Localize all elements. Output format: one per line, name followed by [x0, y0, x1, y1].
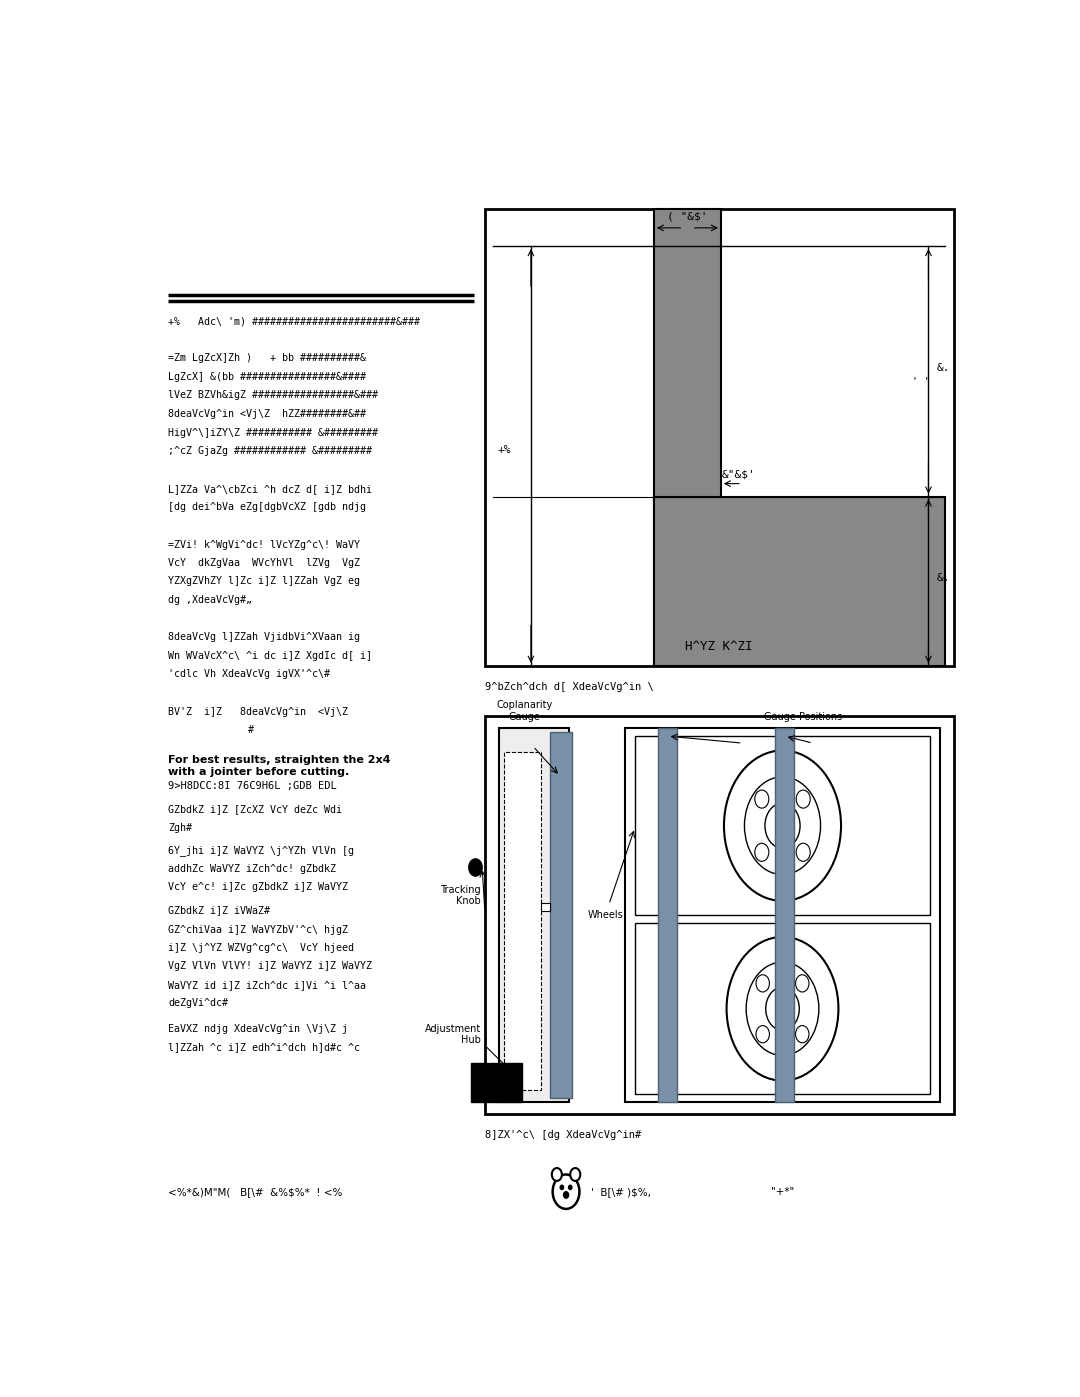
Text: =Zm LgZcX]Zh )   + bb ##########&: =Zm LgZcX]Zh ) + bb ##########&	[168, 352, 366, 363]
Text: VcY e^c! i]Zc gZbdkZ i]Z WaVYZ: VcY e^c! i]Zc gZbdkZ i]Z WaVYZ	[168, 882, 349, 891]
Bar	[653, 496, 945, 666]
Circle shape	[755, 844, 769, 862]
Text: ;^cZ GjaZg ############ &#########: ;^cZ GjaZg ############ &#########	[168, 446, 373, 457]
Text: <%*&)M"M(   B[\#  &%$%*  ! <%: <%*&)M"M( B[\# &%$%* ! <%	[168, 1186, 342, 1197]
Text: LgZcX] &(bb ################&####: LgZcX] &(bb ################&####	[168, 372, 366, 381]
Circle shape	[796, 844, 810, 862]
Circle shape	[746, 963, 819, 1056]
Text: Adjustment
Hub: Adjustment Hub	[424, 1024, 481, 1045]
Circle shape	[727, 937, 838, 1081]
Text: &"&$': &"&$'	[721, 469, 756, 479]
Text: GZbdkZ i]Z [ZcXZ VcY deZc Wdi: GZbdkZ i]Z [ZcXZ VcY deZc Wdi	[168, 805, 342, 814]
Text: BV'Z  i]Z   8deaVcVg^in  <Vj\Z: BV'Z i]Z 8deaVcVg^in <Vj\Z	[168, 707, 349, 717]
Text: &.: &.	[936, 363, 950, 373]
Circle shape	[796, 791, 810, 807]
Text: "+*": "+*"	[771, 1186, 795, 1197]
Text: i]Z \j^YZ WZVg^cg^c\  VcY hjeed: i]Z \j^YZ WZVg^cg^c\ VcY hjeed	[168, 943, 354, 953]
Bar	[551, 732, 571, 1098]
Bar	[541, 902, 551, 911]
Bar	[485, 717, 954, 1115]
Text: 8deaVcVg^in <Vj\Z  hZZ########&##: 8deaVcVg^in <Vj\Z hZZ########&##	[168, 408, 366, 419]
Text: [dg dei^bVa eZg[dgbVcXZ [gdb ndjg: [dg dei^bVa eZg[dgbVcXZ [gdb ndjg	[168, 502, 366, 513]
Bar	[775, 728, 794, 1102]
Text: 9>H8DCC:8I 76C9H6L ;GDB EDL: 9>H8DCC:8I 76C9H6L ;GDB EDL	[168, 781, 337, 791]
Text: HigV^\]iZY\Z ########### &#########: HigV^\]iZY\Z ########### &#########	[168, 427, 378, 437]
Text: +%   Adc\ 'm) ########################&###: +% Adc\ 'm) ########################&###	[168, 316, 420, 326]
Text: VcY  dkZgVaa  WVcYhVl  lZVg  VgZ: VcY dkZgVaa WVcYhVl lZVg VgZ	[168, 559, 361, 569]
Text: 9^bZch^dch d[ XdeaVcVg^in \: 9^bZch^dch d[ XdeaVcVg^in \	[485, 682, 653, 692]
Circle shape	[796, 975, 809, 992]
Circle shape	[744, 777, 821, 875]
Circle shape	[765, 803, 800, 848]
Text: #: #	[248, 725, 254, 735]
Text: lVeZ BZVh&igZ #################&###: lVeZ BZVh&igZ #################&###	[168, 390, 378, 401]
Text: Wn WVaVcX^c\ ^i dc i]Z XgdIc d[ i]: Wn WVaVcX^c\ ^i dc i]Z XgdIc d[ i]	[168, 651, 373, 661]
Bar	[471, 1063, 523, 1102]
Text: '  B[\# )$%,: ' B[\# )$%,	[591, 1186, 651, 1197]
Text: H^YZ K^ZI: H^YZ K^ZI	[686, 640, 753, 652]
Bar	[503, 752, 541, 1091]
Text: EaVXZ ndjg XdeaVcVg^in \Vj\Z j: EaVXZ ndjg XdeaVcVg^in \Vj\Z j	[168, 1024, 349, 1034]
Text: WaVYZ id i]Z iZch^dc i]Vi ^i l^aa: WaVYZ id i]Z iZch^dc i]Vi ^i l^aa	[168, 979, 366, 990]
Bar	[625, 728, 940, 1102]
Text: ( "&$': ( "&$'	[667, 212, 707, 222]
Text: 6Y_jhi i]Z WaVYZ \j^YZh VlVn [g: 6Y_jhi i]Z WaVYZ \j^YZh VlVn [g	[168, 845, 354, 856]
Bar	[653, 208, 720, 666]
Text: VgZ VlVn VlVY! i]Z WaVYZ i]Z WaVYZ: VgZ VlVn VlVY! i]Z WaVYZ i]Z WaVYZ	[168, 961, 373, 971]
Bar	[499, 728, 569, 1102]
Circle shape	[568, 1185, 572, 1190]
Text: Wheels: Wheels	[588, 911, 624, 921]
Circle shape	[724, 750, 841, 901]
Text: l]ZZah ^c i]Z edh^i^dch h]d#c ^c: l]ZZah ^c i]Z edh^i^dch h]d#c ^c	[168, 1042, 361, 1052]
Bar	[635, 736, 930, 915]
Circle shape	[561, 1185, 564, 1190]
Text: YZXgZVhZY l]Zc i]Z l]ZZah VgZ eg: YZXgZVhZY l]Zc i]Z l]ZZah VgZ eg	[168, 577, 361, 587]
Circle shape	[552, 1168, 562, 1180]
Circle shape	[766, 988, 799, 1031]
Text: dg ,XdeaVcVg#„: dg ,XdeaVcVg#„	[168, 595, 253, 605]
Text: GZ^chiVaa i]Z WaVYZbV'^c\ hjgZ: GZ^chiVaa i]Z WaVYZbV'^c\ hjgZ	[168, 925, 349, 935]
Circle shape	[756, 975, 769, 992]
Text: GZbdkZ i]Z iVWaZ#: GZbdkZ i]Z iVWaZ#	[168, 905, 270, 915]
Bar	[635, 923, 930, 1094]
Text: 8deaVcVg l]ZZah VjidbVi^XVaan ig: 8deaVcVg l]ZZah VjidbVi^XVaan ig	[168, 633, 361, 643]
Circle shape	[564, 1192, 568, 1199]
Text: Zgh#: Zgh#	[168, 823, 192, 833]
Text: addhZc WaVYZ iZch^dc! gZbdkZ: addhZc WaVYZ iZch^dc! gZbdkZ	[168, 863, 337, 873]
Text: L]ZZa Va^\cbZci ^h dcZ d[ i]Z bdhi: L]ZZa Va^\cbZci ^h dcZ d[ i]Z bdhi	[168, 483, 373, 495]
Text: ' ': ' '	[912, 377, 930, 387]
Circle shape	[469, 859, 482, 876]
Circle shape	[756, 1025, 769, 1042]
Text: 8]ZX'^c\ [dg XdeaVcVg^in#: 8]ZX'^c\ [dg XdeaVcVg^in#	[485, 1130, 642, 1140]
Text: +%: +%	[498, 446, 511, 455]
Bar	[485, 208, 954, 666]
Circle shape	[755, 791, 769, 807]
Text: deZgVi^dc#: deZgVi^dc#	[168, 997, 229, 1009]
Text: &.: &.	[936, 573, 950, 583]
Circle shape	[796, 1025, 809, 1042]
Circle shape	[570, 1168, 580, 1180]
Text: Tracking
Knob: Tracking Knob	[440, 884, 481, 907]
Text: Coplanarity
Gauge: Coplanarity Gauge	[497, 700, 553, 722]
Text: For best results, straighten the 2x4
with a jointer before cutting.: For best results, straighten the 2x4 wit…	[168, 754, 391, 777]
Text: 'cdlc Vh XdeaVcVg igVX'^c\#: 'cdlc Vh XdeaVcVg igVX'^c\#	[168, 669, 330, 679]
Circle shape	[553, 1175, 580, 1208]
Text: Gauge Positions: Gauge Positions	[765, 711, 842, 722]
Bar	[659, 728, 677, 1102]
Text: =ZVi! k^WgVi^dc! lVcYZg^c\! WaVY: =ZVi! k^WgVi^dc! lVcYZg^c\! WaVY	[168, 539, 361, 550]
